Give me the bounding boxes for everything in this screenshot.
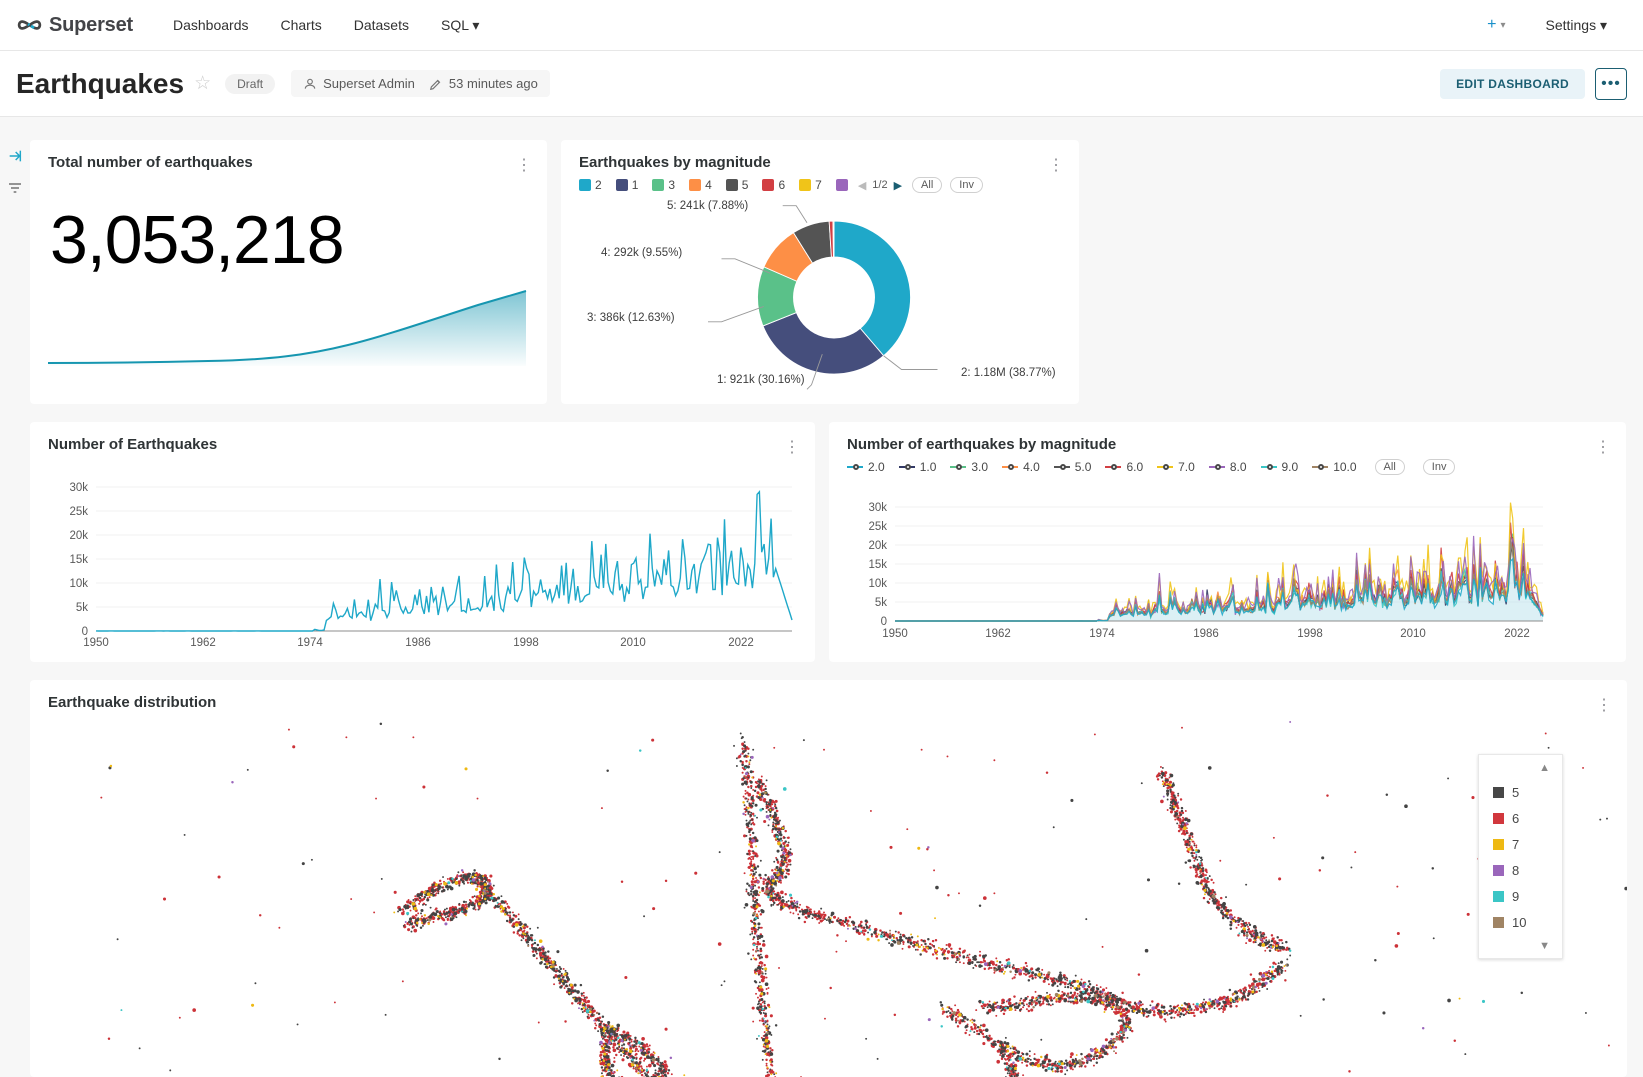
svg-text:5k: 5k (875, 597, 887, 609)
svg-text:20k: 20k (69, 530, 88, 542)
svg-text:2022: 2022 (1504, 628, 1530, 640)
svg-text:25k: 25k (868, 521, 887, 533)
svg-text:4: 292k (9.55%): 4: 292k (9.55%) (601, 247, 682, 259)
svg-text:1962: 1962 (985, 628, 1011, 640)
svg-text:1974: 1974 (297, 637, 323, 649)
svg-text:2: 1.18M (38.77%): 2: 1.18M (38.77%) (961, 367, 1056, 379)
svg-text:0: 0 (881, 616, 887, 628)
svg-text:1: 921k (30.16%): 1: 921k (30.16%) (717, 374, 805, 386)
svg-text:1986: 1986 (1193, 628, 1219, 640)
svg-text:1986: 1986 (405, 637, 431, 649)
svg-text:30k: 30k (868, 502, 887, 514)
svg-text:2010: 2010 (1400, 628, 1426, 640)
svg-text:1998: 1998 (1297, 628, 1323, 640)
svg-text:3: 386k (12.63%): 3: 386k (12.63%) (587, 312, 675, 324)
svg-text:1950: 1950 (882, 628, 908, 640)
svg-text:2010: 2010 (620, 637, 646, 649)
svg-text:5: 241k (7.88%): 5: 241k (7.88%) (667, 200, 748, 212)
svg-text:15k: 15k (868, 559, 887, 571)
svg-text:20k: 20k (868, 540, 887, 552)
svg-text:1974: 1974 (1089, 628, 1115, 640)
svg-text:2022: 2022 (728, 637, 754, 649)
svg-text:1998: 1998 (513, 637, 539, 649)
svg-text:10k: 10k (69, 578, 88, 590)
svg-text:5k: 5k (76, 602, 88, 614)
svg-text:1950: 1950 (83, 637, 109, 649)
svg-text:25k: 25k (69, 506, 88, 518)
svg-text:15k: 15k (69, 554, 88, 566)
svg-text:1962: 1962 (190, 637, 216, 649)
svg-text:30k: 30k (69, 482, 88, 494)
svg-text:10k: 10k (868, 578, 887, 590)
